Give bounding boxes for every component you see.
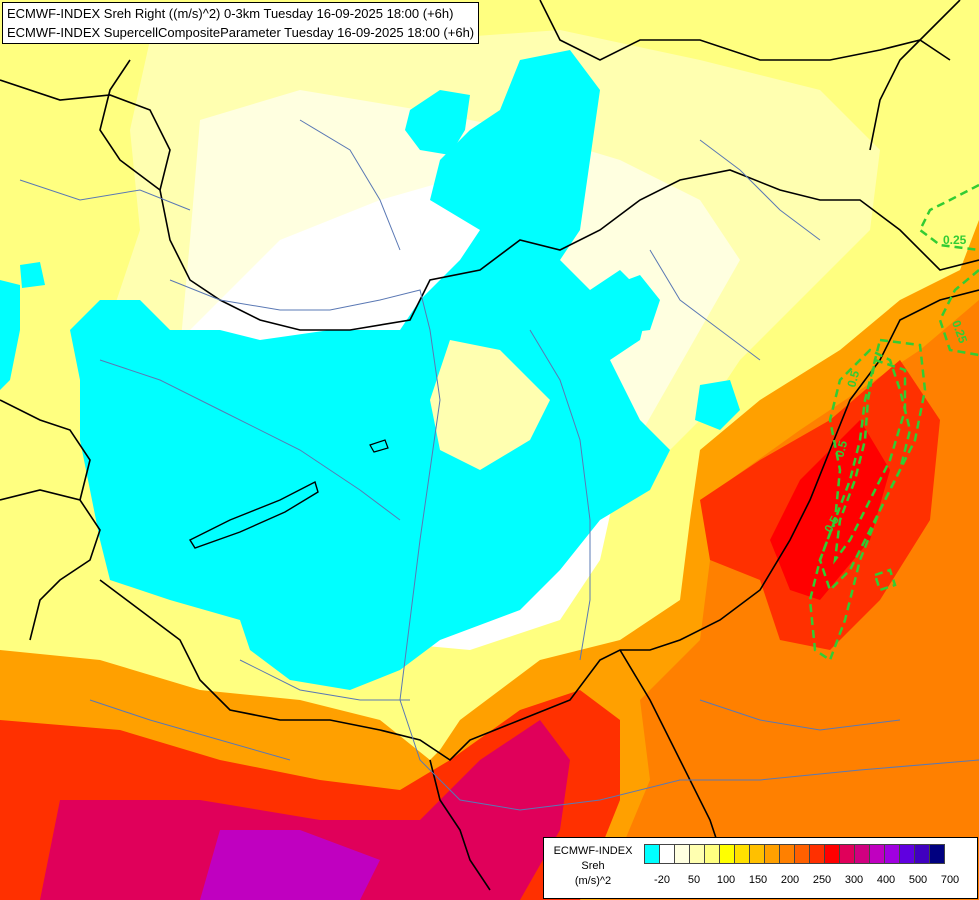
legend-tick-label: 50 (687, 874, 701, 886)
field-red-core (770, 420, 890, 600)
lake-balaton (188, 480, 319, 549)
legend-tick-label: 500 (908, 874, 928, 886)
legend-swatch (929, 844, 945, 864)
field-cyan-islet-1 (405, 90, 470, 155)
legend-swatches (644, 844, 945, 864)
legend-swatch (794, 844, 810, 864)
field-magenta-southwest (40, 720, 570, 900)
contour-label: 0.5 (832, 439, 850, 459)
legend-swatch (824, 844, 840, 864)
map-header: ECMWF-INDEX Sreh Right ((m/s)^2) 0-3km T… (2, 2, 480, 44)
legend-title: ECMWF-INDEX Sreh (m/s)^2 (544, 844, 642, 889)
field-cyan-islet-2 (0, 280, 20, 390)
legend-swatch (644, 844, 660, 864)
field-yellow-inside (430, 340, 550, 470)
legend-swatch (854, 844, 870, 864)
rivers (19, 119, 979, 811)
legend-ticks: -20 50 100 150 200 250 300 400 500 700 (644, 874, 974, 890)
legend-swatch (704, 844, 720, 864)
legend-swatch (869, 844, 885, 864)
legend-tick-label: 400 (876, 874, 896, 886)
legend-title-param: Sreh (581, 860, 605, 872)
legend-swatch (734, 844, 750, 864)
field-purple-southwest (200, 830, 380, 900)
legend-swatch (779, 844, 795, 864)
legend-tick-label: 150 (748, 874, 768, 886)
legend-title-unit: (m/s)^2 (574, 875, 612, 887)
header-line-sreh: ECMWF-INDEX Sreh Right ((m/s)^2) 0-3km T… (7, 6, 454, 21)
legend-swatch (674, 844, 690, 864)
legend-swatch (809, 844, 825, 864)
contour-label: 0.25 (943, 233, 967, 247)
legend-title-model: ECMWF-INDEX (553, 845, 633, 857)
legend-tick-label: 100 (716, 874, 736, 886)
legend-tick-label: 200 (780, 874, 800, 886)
legend-swatch (719, 844, 735, 864)
scp-contour-labels: 0.25 0.25 0.5 0.5 0.5 (821, 233, 970, 535)
header-line-scp: ECMWF-INDEX SupercellCompositeParameter … (7, 25, 475, 40)
legend-swatch (659, 844, 675, 864)
legend-tick-label: 250 (812, 874, 832, 886)
legend-swatch (914, 844, 930, 864)
scp-contours (808, 183, 979, 662)
field-cyan-islet-4 (695, 380, 740, 430)
field-cyan-islet-5 (600, 275, 660, 335)
contour-label: 0.5 (844, 369, 862, 389)
field-cyan (70, 50, 670, 690)
legend-swatch (749, 844, 765, 864)
color-legend: ECMWF-INDEX Sreh (m/s)^2 -20 50 100 150 200 2… (543, 837, 978, 899)
field-cyan-islet-3 (20, 262, 45, 288)
legend-tick-label: 700 (940, 874, 960, 886)
lake-small (369, 439, 389, 453)
legend-swatch (689, 844, 705, 864)
legend-swatch (764, 844, 780, 864)
legend-tick-label: -20 (654, 874, 670, 886)
legend-tick-label: 300 (844, 874, 864, 886)
legend-swatch (839, 844, 855, 864)
legend-swatch (899, 844, 915, 864)
legend-swatch (884, 844, 900, 864)
